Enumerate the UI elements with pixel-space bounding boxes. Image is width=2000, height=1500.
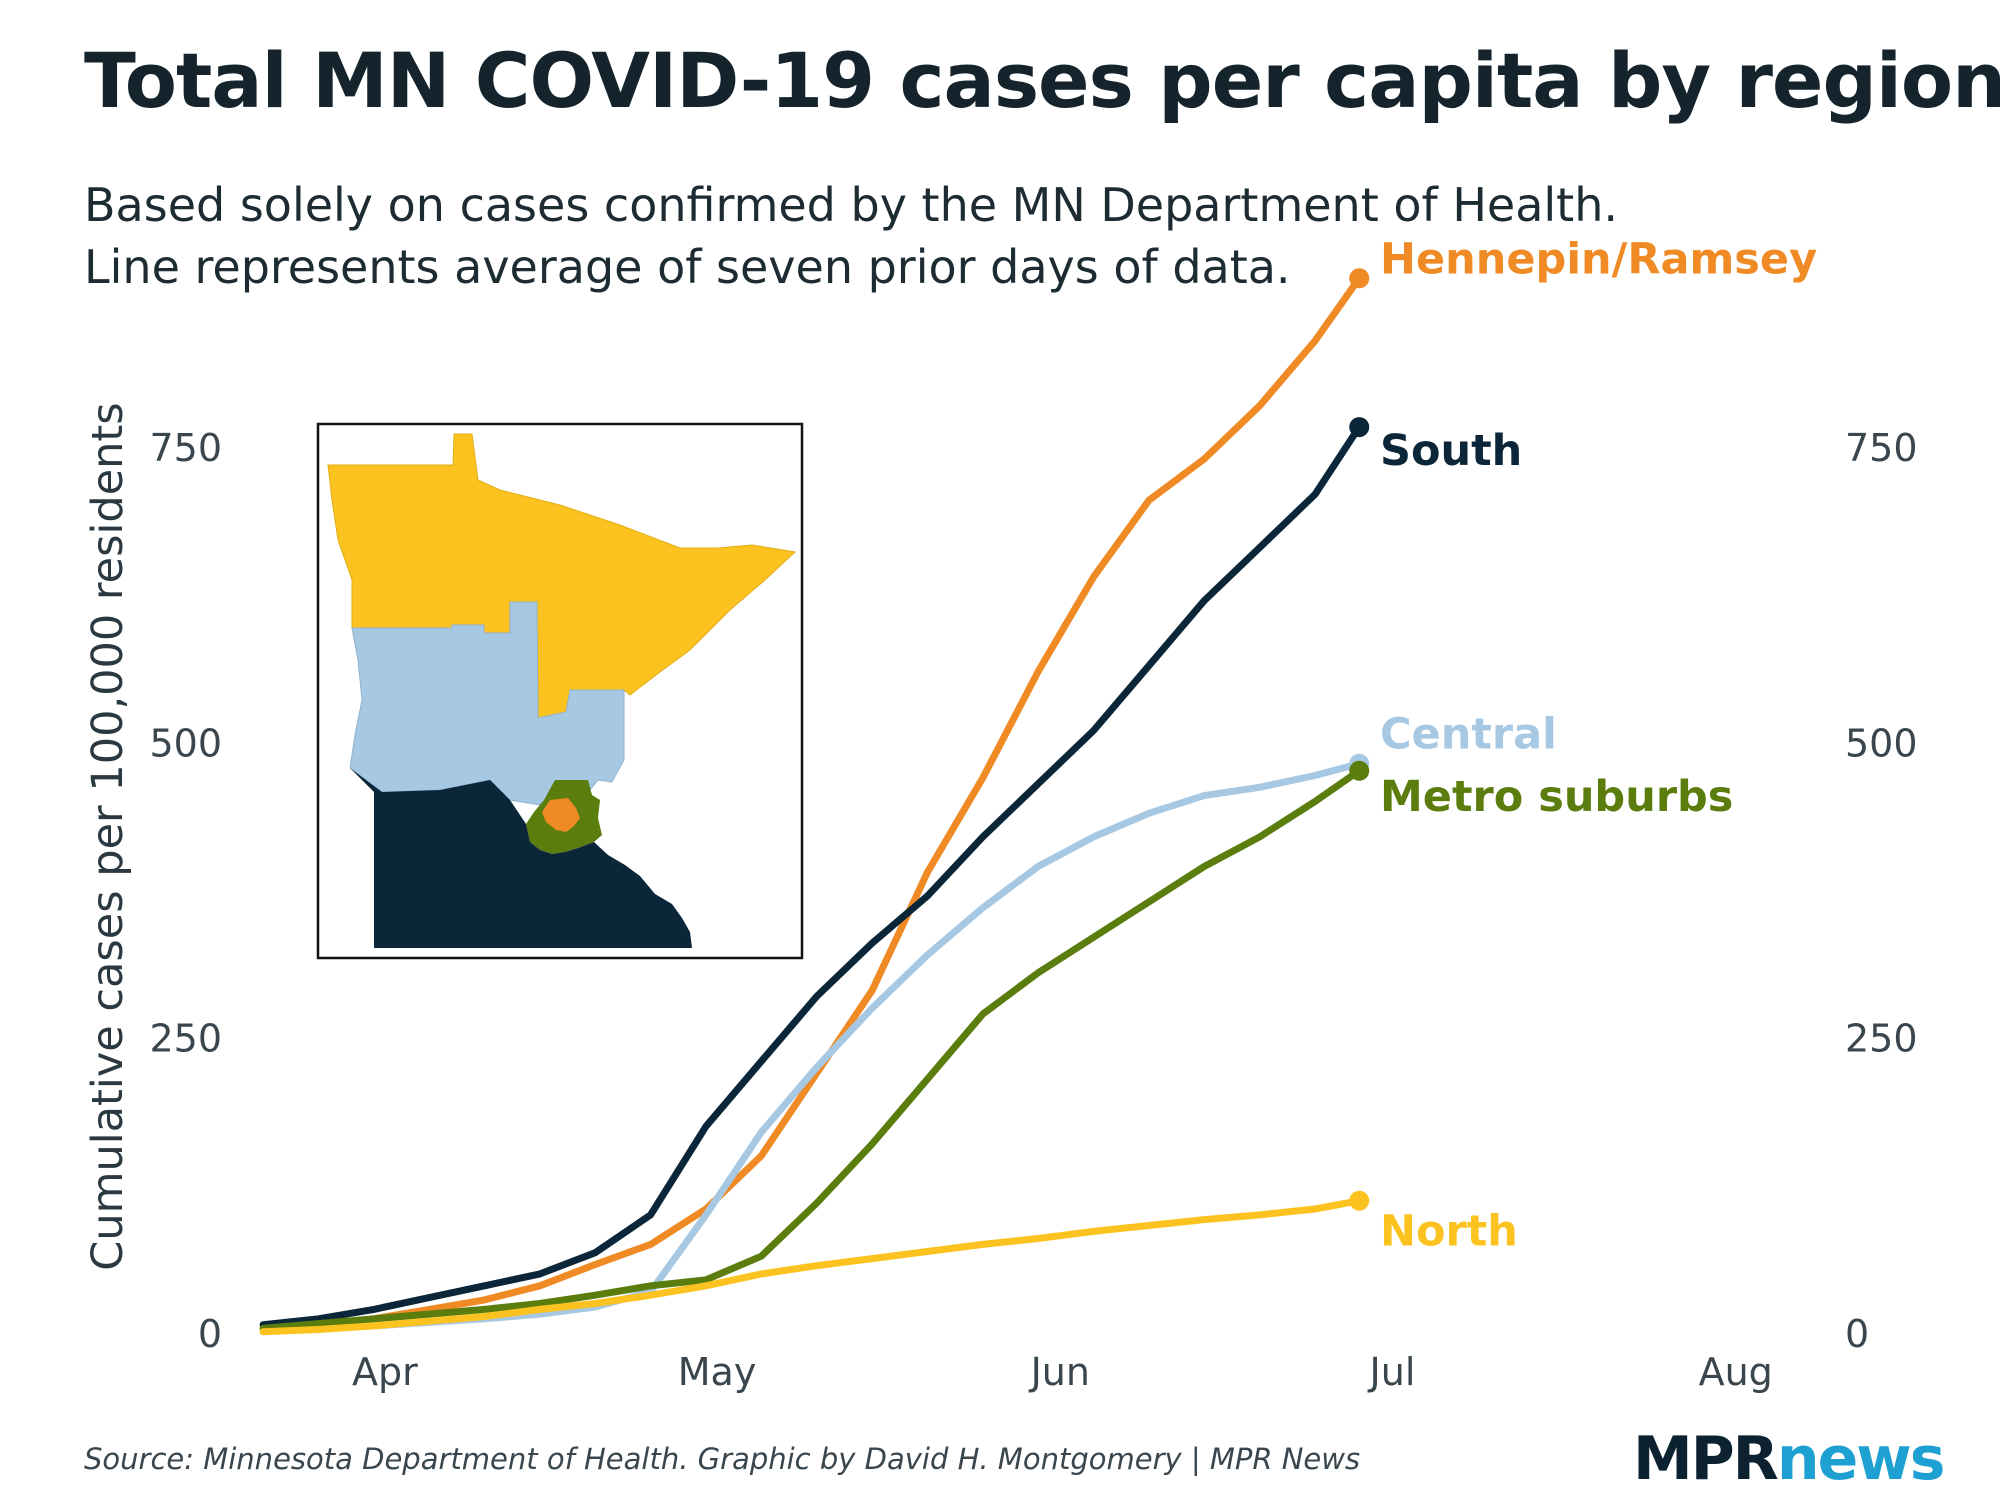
series-line: [259, 423, 1363, 1329]
y-tick-label-right: 750: [1845, 426, 1918, 470]
series-label: Hennepin/Ramsey: [1380, 234, 1817, 284]
logo-mpr-text: MPR: [1633, 1424, 1779, 1494]
series-lines-layer: [259, 268, 1370, 1336]
series-end-marker: [1349, 760, 1370, 781]
chart-subtitle-line-1: Based solely on cases confirmed by the M…: [84, 178, 1618, 232]
series-end-marker: [1349, 268, 1370, 289]
source-note: Source: Minnesota Department of Health. …: [84, 1442, 1361, 1476]
y-axis-title: Cumulative cases per 100,000 residents: [83, 402, 133, 1270]
series-label: North: [1380, 1207, 1518, 1257]
axes-layer: Cumulative cases per 100,000 residents 0 0…: [83, 402, 1918, 1394]
y-tick-label-left: 750: [149, 426, 222, 470]
series-label: South: [1380, 426, 1522, 476]
y-tick-label-left: 0: [198, 1312, 222, 1356]
minnesota-region-inset-map: [316, 422, 804, 960]
series-labels-layer: Hennepin/Ramsey South Central Metro suburbs…: [1380, 234, 1817, 1256]
map-region-south: [350, 768, 692, 948]
map-region-hennepin-ramsey: [542, 798, 580, 832]
x-tick-label: Jul: [1368, 1350, 1416, 1394]
x-tick-label: Apr: [352, 1350, 418, 1394]
y-tick-label-left: 500: [149, 721, 222, 765]
series-line: [259, 274, 1363, 1332]
logo-news-text: news: [1776, 1424, 1946, 1494]
x-tick-label: May: [678, 1350, 757, 1394]
series-line: [259, 767, 1363, 1332]
y-tick-label-left: 250: [149, 1017, 222, 1061]
y-tick-label-right: 250: [1845, 1017, 1918, 1061]
x-tick-label: Aug: [1699, 1350, 1773, 1394]
series-label: Metro suburbs: [1380, 772, 1733, 822]
y-tick-label-right: 0: [1845, 1312, 1869, 1356]
series-label: Central: [1380, 710, 1557, 760]
y-tick-label-right: 500: [1845, 721, 1918, 765]
mpr-news-logo: MPRnews: [1633, 1424, 1946, 1494]
x-tick-label: Jun: [1029, 1350, 1090, 1394]
chart-title: Total MN COVID-19 cases per capita by re…: [84, 36, 2000, 125]
series-line: [259, 1197, 1363, 1336]
series-end-marker: [1349, 417, 1370, 438]
series-end-marker: [1349, 1190, 1370, 1211]
chart-subtitle-line-2: Line represents average of seven prior d…: [84, 240, 1291, 294]
